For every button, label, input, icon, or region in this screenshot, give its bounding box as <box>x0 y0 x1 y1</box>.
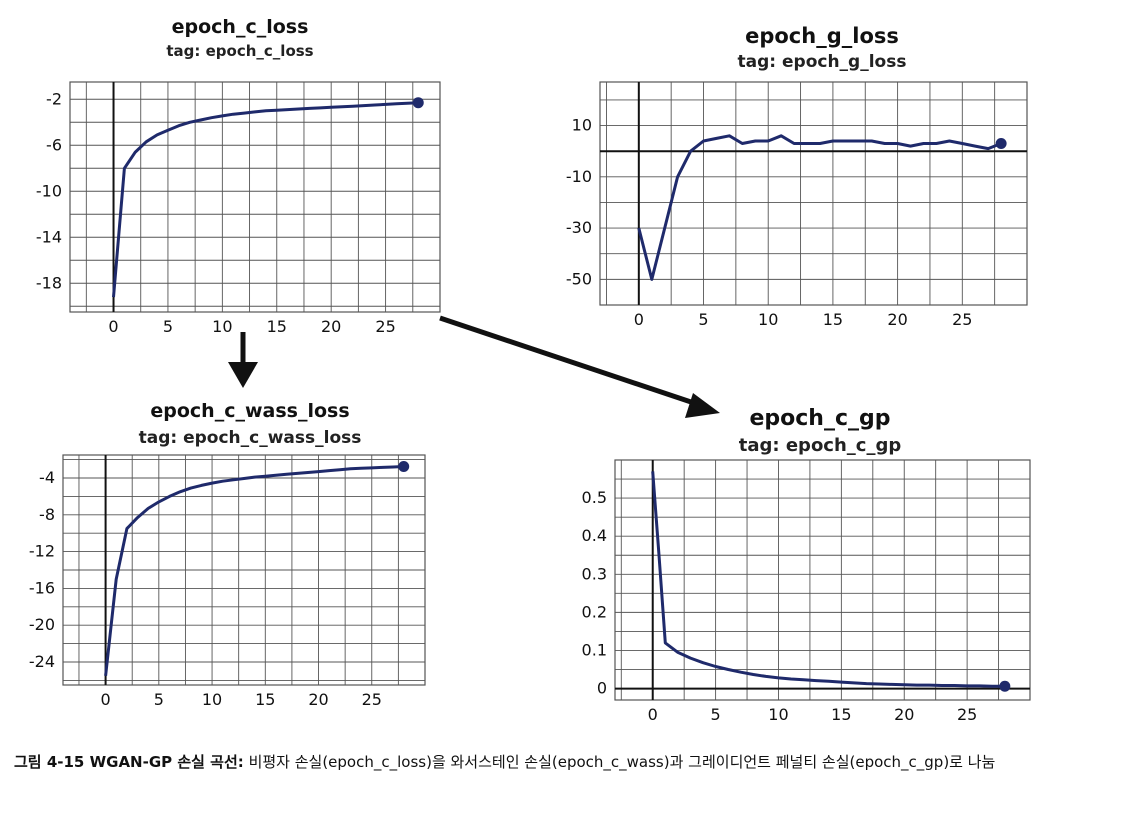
y-tick-label: -6 <box>46 135 62 154</box>
chart-subtitle-c-wass-loss: tag: epoch_c_wass_loss <box>138 428 362 448</box>
y-tick-label: -20 <box>29 615 55 634</box>
y-tick-label: -24 <box>29 652 55 671</box>
chart-title-c-wass-loss: epoch_c_wass_loss <box>150 400 350 422</box>
x-tick-label: 20 <box>308 690 328 709</box>
series-line <box>651 471 1005 688</box>
y-tick-label: -12 <box>29 542 55 561</box>
chart-title-c-loss: epoch_c_loss <box>171 16 309 38</box>
chart-title-g-loss: epoch_g_loss <box>745 24 899 48</box>
x-tick-label: 0 <box>648 705 658 724</box>
y-tick-label: -50 <box>566 269 592 288</box>
y-tick-label: -14 <box>36 227 62 246</box>
y-tick-label: 0.2 <box>582 602 607 621</box>
series-line <box>104 465 404 676</box>
arrow-diagonal <box>439 315 720 418</box>
x-tick-label: 15 <box>831 705 851 724</box>
x-tick-label: 20 <box>887 310 907 329</box>
chart-subtitle-c-gp: tag: epoch_c_gp <box>738 435 902 456</box>
x-tick-label: 15 <box>267 317 287 336</box>
x-tick-label: 25 <box>952 310 972 329</box>
x-tick-label: 5 <box>711 705 721 724</box>
y-tick-label: 0.3 <box>582 564 607 583</box>
y-tick-label: -18 <box>36 273 62 292</box>
x-tick-label: 25 <box>957 705 977 724</box>
chart-subtitle-g-loss: tag: epoch_g_loss <box>737 52 907 72</box>
y-tick-label: -10 <box>36 181 62 200</box>
y-tick-label: -30 <box>566 218 592 237</box>
x-tick-label: 20 <box>321 317 341 336</box>
chart-title-c-gp: epoch_c_gp <box>749 406 891 431</box>
figure-caption: 그림 4-15 WGAN-GP 손실 곡선: 비평자 손실(epoch_c_lo… <box>14 748 1124 776</box>
x-tick-label: 5 <box>698 310 708 329</box>
y-tick-label: -2 <box>46 89 62 108</box>
series-end-point <box>412 97 424 109</box>
y-tick-label: 0.5 <box>582 488 607 507</box>
y-tick-label: 0 <box>597 679 607 698</box>
arrow-down <box>228 332 258 388</box>
x-tick-label: 15 <box>823 310 843 329</box>
x-tick-label: 0 <box>634 310 644 329</box>
x-tick-label: 15 <box>255 690 275 709</box>
y-tick-label: -8 <box>39 505 55 524</box>
x-tick-label: 0 <box>100 690 110 709</box>
y-tick-label: 10 <box>572 116 592 135</box>
series-end-point <box>995 138 1007 150</box>
y-tick-label: -4 <box>39 468 55 487</box>
series-end-point <box>999 680 1011 692</box>
y-tick-label: -10 <box>566 167 592 186</box>
series-line <box>637 134 1002 281</box>
x-tick-label: 10 <box>202 690 222 709</box>
x-tick-label: 25 <box>362 690 382 709</box>
x-tick-label: 25 <box>375 317 395 336</box>
x-tick-label: 5 <box>154 690 164 709</box>
series-end-point <box>398 461 410 472</box>
caption-text: 비평자 손실(epoch_c_loss)을 와서스테인 손실(epoch_c_w… <box>248 753 996 771</box>
y-tick-label: 0.1 <box>582 640 607 659</box>
caption-figure-label: 그림 4-15 WGAN-GP 손실 곡선: <box>14 753 244 771</box>
x-tick-label: 10 <box>758 310 778 329</box>
x-tick-label: 10 <box>768 705 788 724</box>
x-tick-label: 20 <box>894 705 914 724</box>
x-tick-label: 5 <box>163 317 173 336</box>
x-tick-label: 10 <box>212 317 232 336</box>
x-tick-label: 0 <box>108 317 118 336</box>
y-tick-label: 0.4 <box>582 526 607 545</box>
series-line <box>112 101 419 298</box>
chart-subtitle-c-loss: tag: epoch_c_loss <box>166 42 314 60</box>
y-tick-label: -16 <box>29 578 55 597</box>
